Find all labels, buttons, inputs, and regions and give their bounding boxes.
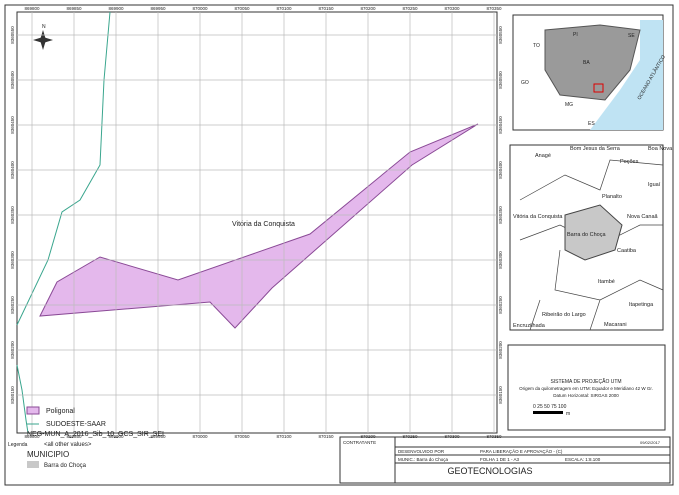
bottom-tick-label: 869950 [150, 434, 166, 439]
legend: Poligonal SUDOESTE-SAAR NEG-MUN_A_2016_S… [8, 406, 164, 469]
municipality-label: Iguaí [648, 182, 661, 188]
left-tick-label: 8360400 [10, 161, 15, 179]
projection-title: SISTEMA DE PROJEÇÃO UTM [550, 378, 621, 385]
top-tick-label: 870200 [360, 6, 376, 11]
municipality-label: Itapetinga [629, 302, 654, 308]
municipality-label: Barra do Choça [567, 232, 606, 238]
municipality-label: Ribeirão do Largo [542, 312, 586, 318]
main-map: Vitória da Conquista N 869800 869800 86985… [10, 6, 503, 439]
municipality-label: Nova Canaã [627, 214, 659, 220]
tb-text: FOLHA 1 DE 1 - A3 [480, 457, 520, 462]
top-tick-label: 870300 [444, 6, 460, 11]
municipality-label: Bom Jesus da Serra [570, 146, 621, 152]
tb-text: ESCALA: 1:8.100 [565, 457, 601, 462]
legend-title: Legenda [8, 442, 28, 448]
place-label: Vitória da Conquista [232, 221, 295, 228]
state-label: PI [573, 32, 578, 38]
bottom-tick-label: 870050 [234, 434, 250, 439]
legend-heading: MUNICIPIO [27, 450, 69, 459]
bottom-tick-label: 869850 [66, 434, 82, 439]
state-label: SE [628, 33, 635, 39]
bottom-tick-label: 869800 [24, 434, 40, 439]
top-tick-label: 869900 [108, 6, 124, 11]
poligonal [39, 123, 479, 329]
tb-text: DESENVOLVIDO POR [398, 449, 445, 454]
projection-datum: Datum Horizontal: SIRGAS 2000 [553, 393, 619, 398]
municipality-label: Encruzilhada [513, 323, 546, 329]
right-tick-label: 8360150 [498, 386, 503, 404]
municipality-label: Poções [620, 159, 639, 165]
right-tick-label: 8360200 [498, 341, 503, 359]
right-tick-label: 8360250 [498, 296, 503, 314]
tb-date: 09/02/2017 [640, 440, 661, 445]
main-frame [16, 11, 498, 434]
outer-frame [4, 4, 674, 486]
left-tick-label: 8360250 [10, 296, 15, 314]
bottom-tick-label: 870150 [318, 434, 334, 439]
municipality-label: Macarani [604, 322, 627, 328]
municipality-label: Anagé [535, 153, 551, 159]
tb-text: CONTRATANTE [343, 440, 376, 445]
state-label: BA [583, 60, 590, 66]
left-tick-label: 8360150 [10, 386, 15, 404]
bottom-tick-label: 870000 [192, 434, 208, 439]
sudoeste-saar [16, 364, 29, 434]
legend-item: Poligonal [46, 408, 75, 415]
top-tick-label: 870000 [192, 6, 208, 11]
left-tick-label: 8360500 [10, 71, 15, 89]
left-tick-label: 8360200 [10, 341, 15, 359]
right-tick-label: 8360350 [498, 206, 503, 224]
municipality-label: Vitória da Conquista [513, 214, 563, 220]
right-tick-label: 8360500 [498, 71, 503, 89]
municipality-label: Boa Nova [648, 146, 673, 152]
title-block: CONTRATANTE DESENVOLVIDO POR PARA LIBERA… [339, 436, 671, 484]
inset-municipal: Anagé Bom Jesus da Serra Boa Nova Poções Pla… [509, 144, 673, 331]
scale-unit: m [566, 411, 570, 417]
top-tick-label: 870050 [234, 6, 250, 11]
municipality-label: Planalto [602, 194, 622, 200]
bottom-tick-label: 869900 [108, 434, 124, 439]
projection-box: SISTEMA DE PROJEÇÃO UTM Origem da quilom… [507, 344, 666, 431]
tb-company: GEOTECNOLOGIAS [447, 466, 532, 476]
legend-item: Barra do Choça [44, 463, 87, 469]
legend-item: <all other values> [44, 442, 92, 448]
svg-text:N: N [42, 24, 46, 30]
legend-item: SUDOESTE-SAAR [46, 421, 106, 428]
tb-text: PARA LIBERAÇÃO E APROVAÇÃO - (C) [480, 448, 563, 454]
top-tick-label: 869950 [150, 6, 166, 11]
tb-text: MUNIC.: Barra do Choça [398, 457, 449, 462]
legend-item: NEG-MUN_A_2016_Sib_10_GCS_SIR_SEI [27, 431, 164, 438]
right-tick-label: 8360450 [498, 116, 503, 134]
state-label: MG [565, 102, 573, 108]
municipality-label: Caatiba [617, 248, 637, 254]
projection-origin: Origem da quilometragem em UTM: Equador … [519, 386, 653, 391]
scale-labels: 0 25 50 75 100 [533, 404, 567, 410]
left-tick-label: 8360350 [10, 206, 15, 224]
state-label: GO [521, 80, 529, 86]
left-tick-label: 8360300 [10, 251, 15, 269]
state-label: ES [588, 121, 595, 127]
top-tick-label: 869800 [24, 6, 40, 11]
left-tick-label: 8360450 [10, 116, 15, 134]
top-tick-label: 869850 [66, 6, 82, 11]
right-tick-label: 8360300 [498, 251, 503, 269]
north-arrow: N [33, 24, 53, 50]
top-tick-label: 870350 [486, 6, 502, 11]
top-tick-label: 870250 [402, 6, 418, 11]
right-tick-label: 8360400 [498, 161, 503, 179]
municipality-label: Itambé [598, 279, 615, 285]
top-tick-label: 870150 [318, 6, 334, 11]
right-tick-label: 8360550 [498, 26, 503, 44]
left-tick-label: 8360550 [10, 26, 15, 44]
state-label: TO [533, 43, 540, 49]
top-tick-label: 870100 [276, 6, 292, 11]
bottom-tick-label: 870100 [276, 434, 292, 439]
